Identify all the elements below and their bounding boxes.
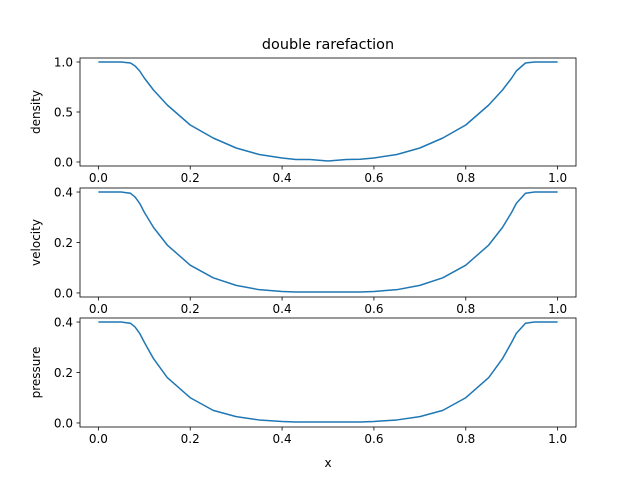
- density-x-tick-label: 1.0: [548, 171, 567, 185]
- density-x-tick-label: 0.8: [456, 171, 475, 185]
- density-y-tick-label: 0.5: [54, 105, 73, 119]
- density-axes-frame: [79, 57, 577, 167]
- pressure-y-tick-label: 0.2: [54, 366, 73, 380]
- density-x-tick-label: 0.6: [364, 171, 383, 185]
- velocity-x-tick-label: 0.4: [273, 302, 292, 316]
- velocity-x-tick-label: 0.0: [89, 302, 108, 316]
- pressure-y-tick-label: 0.0: [54, 416, 73, 430]
- density-x-tick-label: 0.2: [181, 171, 200, 185]
- x-axis-label: x: [324, 456, 331, 470]
- pressure-x-tick-label: 0.8: [456, 432, 475, 446]
- pressure-x-tick-label: 1.0: [548, 432, 567, 446]
- pressure-x-tick-label: 0.2: [181, 432, 200, 446]
- pressure-x-tick-label: 0.0: [89, 432, 108, 446]
- velocity-y-tick-label: 0.0: [54, 286, 73, 300]
- density-y-tick-label: 0.0: [54, 155, 73, 169]
- velocity-y-tick-label: 0.4: [54, 185, 73, 199]
- density-panel: 0.0 0.2 0.4 0.6 0.8 1.0 0.0 0.5 1.0 density: [29, 55, 577, 185]
- velocity-y-tick-label: 0.2: [54, 236, 73, 250]
- density-y-axis-label: density: [29, 90, 43, 134]
- subplot-group: 0.0 0.2 0.4 0.6 0.8 1.0 0.0 0.5 1.0 density 0.0 0.2…: [29, 55, 577, 446]
- velocity-y-axis-label: velocity: [29, 219, 43, 266]
- velocity-x-tick-label: 1.0: [548, 302, 567, 316]
- pressure-axes-frame: [79, 317, 577, 428]
- velocity-x-tick-label: 0.8: [456, 302, 475, 316]
- velocity-x-tick-label: 0.2: [181, 302, 200, 316]
- density-x-tick-label: 0.0: [89, 171, 108, 185]
- pressure-x-tick-label: 0.6: [364, 432, 383, 446]
- pressure-x-tick-label: 0.4: [273, 432, 292, 446]
- pressure-y-tick-label: 0.4: [54, 315, 73, 329]
- pressure-series-line: [98, 321, 558, 423]
- velocity-series-line: [98, 191, 558, 293]
- velocity-x-tick-label: 0.6: [364, 302, 383, 316]
- velocity-axes-frame: [79, 187, 577, 298]
- pressure-y-axis-label: pressure: [29, 347, 43, 399]
- density-y-tick-label: 1.0: [54, 55, 73, 69]
- density-series-line: [98, 61, 558, 162]
- chart-title: double rarefaction: [262, 37, 394, 53]
- velocity-panel: 0.0 0.2 0.4 0.6 0.8 1.0 0.0 0.2 0.4 velocity: [29, 185, 577, 316]
- pressure-panel: 0.0 0.2 0.4 0.6 0.8 1.0 0.0 0.2 0.4 pressure: [29, 315, 577, 446]
- density-x-tick-label: 0.4: [273, 171, 292, 185]
